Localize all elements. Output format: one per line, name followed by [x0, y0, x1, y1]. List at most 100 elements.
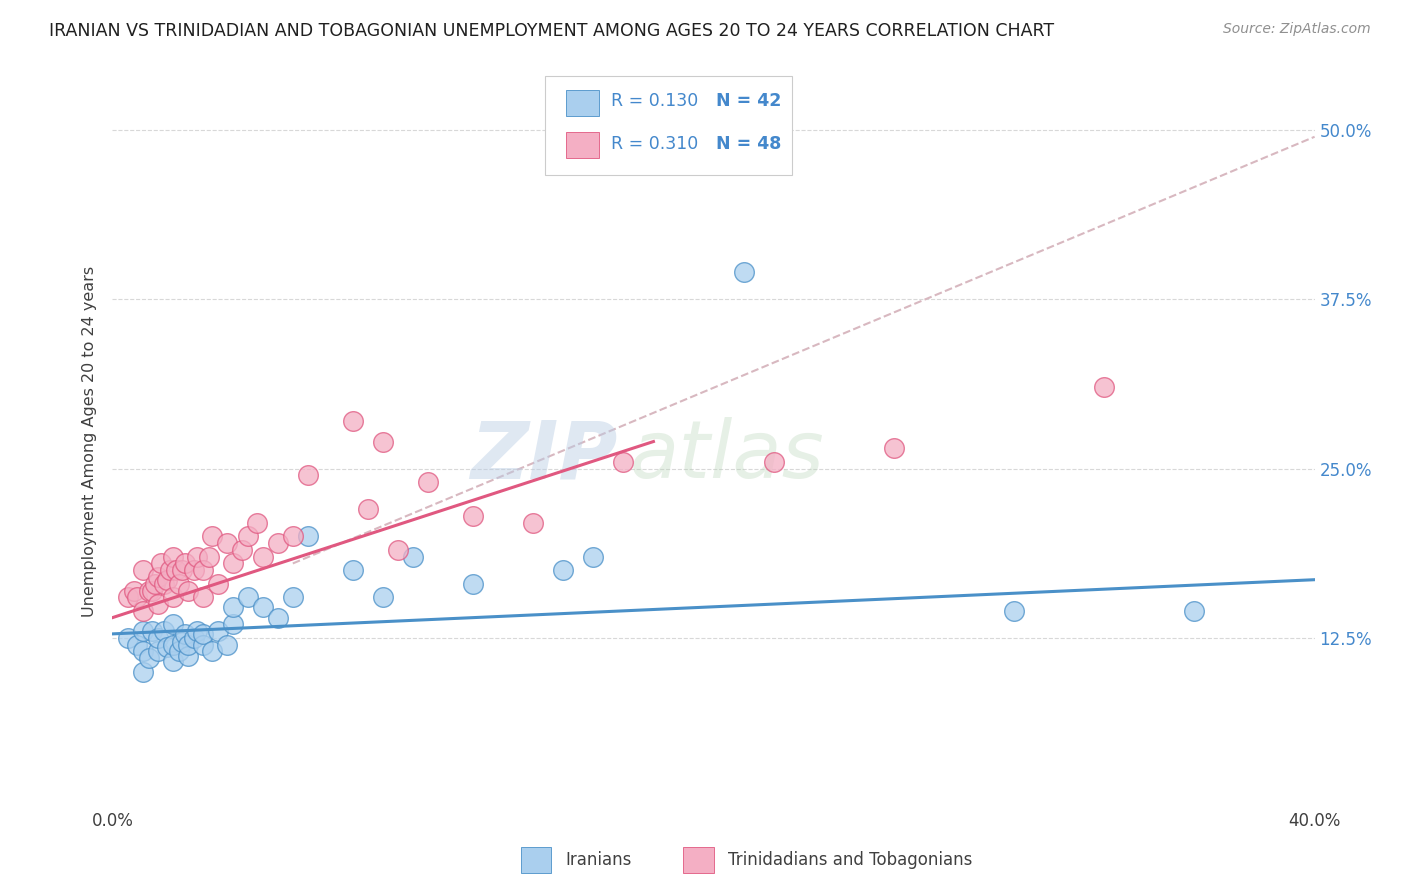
Point	[357, 502, 380, 516]
Point	[246, 516, 269, 530]
Point	[173, 627, 195, 641]
Text: Iranians: Iranians	[565, 851, 633, 869]
Point	[231, 542, 253, 557]
Point	[371, 434, 394, 449]
FancyBboxPatch shape	[565, 132, 599, 159]
Point	[342, 563, 364, 577]
Point	[170, 635, 193, 649]
Point	[207, 576, 229, 591]
Point	[1184, 604, 1206, 618]
Point	[155, 573, 177, 587]
Point	[167, 576, 190, 591]
Point	[131, 624, 153, 639]
Point	[183, 631, 205, 645]
Point	[297, 529, 319, 543]
Point	[122, 583, 145, 598]
Point	[165, 563, 187, 577]
Point	[207, 624, 229, 639]
Point	[173, 557, 195, 571]
Point	[176, 638, 198, 652]
Point	[612, 455, 634, 469]
Point	[1002, 604, 1025, 618]
Text: IRANIAN VS TRINIDADIAN AND TOBAGONIAN UNEMPLOYMENT AMONG AGES 20 TO 24 YEARS COR: IRANIAN VS TRINIDADIAN AND TOBAGONIAN UN…	[49, 22, 1054, 40]
Point	[461, 576, 484, 591]
Point	[191, 627, 214, 641]
Point	[201, 529, 224, 543]
Point	[138, 651, 160, 665]
Point	[155, 640, 177, 655]
Point	[267, 610, 290, 624]
Point	[252, 599, 274, 614]
Text: N = 48: N = 48	[716, 135, 782, 153]
Point	[176, 648, 198, 663]
Point	[162, 549, 184, 564]
Point	[267, 536, 290, 550]
Point	[416, 475, 439, 490]
Point	[152, 624, 174, 639]
Point	[191, 638, 214, 652]
Point	[191, 563, 214, 577]
Point	[762, 455, 785, 469]
Point	[162, 591, 184, 605]
FancyBboxPatch shape	[683, 847, 714, 873]
Point	[197, 549, 219, 564]
Point	[152, 576, 174, 591]
Point	[733, 265, 755, 279]
Point	[236, 529, 259, 543]
Point	[125, 638, 148, 652]
Point	[191, 591, 214, 605]
Point	[159, 563, 181, 577]
Point	[222, 617, 245, 632]
Point	[553, 563, 575, 577]
FancyBboxPatch shape	[522, 847, 551, 873]
Point	[146, 597, 169, 611]
Point	[162, 654, 184, 668]
Point	[167, 644, 190, 658]
Point	[131, 665, 153, 679]
Point	[215, 536, 238, 550]
Point	[146, 644, 169, 658]
Point	[146, 570, 169, 584]
Y-axis label: Unemployment Among Ages 20 to 24 years: Unemployment Among Ages 20 to 24 years	[82, 266, 97, 617]
Point	[117, 631, 139, 645]
Point	[131, 604, 153, 618]
Point	[146, 631, 169, 645]
Point	[371, 591, 394, 605]
Point	[125, 591, 148, 605]
Point	[387, 542, 409, 557]
Point	[252, 549, 274, 564]
Point	[1092, 380, 1115, 394]
Point	[883, 442, 905, 456]
Point	[281, 591, 304, 605]
Text: N = 42: N = 42	[716, 93, 782, 111]
Point	[131, 563, 153, 577]
Point	[281, 529, 304, 543]
Point	[162, 638, 184, 652]
Point	[149, 557, 172, 571]
Point	[183, 563, 205, 577]
Point	[143, 576, 166, 591]
Point	[522, 516, 544, 530]
Point	[297, 468, 319, 483]
Point	[117, 591, 139, 605]
Point	[461, 509, 484, 524]
Point	[186, 624, 208, 639]
Point	[222, 599, 245, 614]
Text: Trinidadians and Tobagonians: Trinidadians and Tobagonians	[728, 851, 973, 869]
Point	[162, 617, 184, 632]
Text: ZIP: ZIP	[470, 417, 617, 495]
Point	[138, 583, 160, 598]
Point	[186, 549, 208, 564]
Point	[170, 563, 193, 577]
Text: Source: ZipAtlas.com: Source: ZipAtlas.com	[1223, 22, 1371, 37]
Point	[222, 557, 245, 571]
FancyBboxPatch shape	[565, 90, 599, 116]
Point	[131, 644, 153, 658]
Point	[582, 549, 605, 564]
Point	[236, 591, 259, 605]
Point	[176, 583, 198, 598]
Text: R = 0.310: R = 0.310	[612, 135, 699, 153]
Text: atlas: atlas	[630, 417, 824, 495]
Point	[201, 644, 224, 658]
Point	[402, 549, 425, 564]
